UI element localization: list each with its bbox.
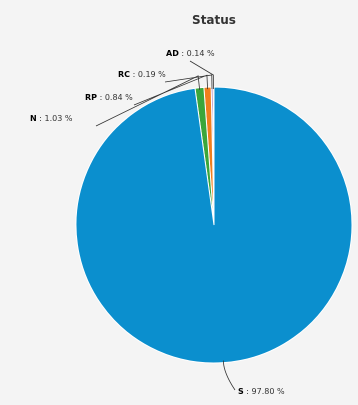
slice-label-value: : 97.80 % [244,387,285,396]
pie-labels: AD : 0.14 % RC : 0.19 % RP : 0.84 % N : 1.0… [30,49,285,396]
slice-label-name: AD [166,49,179,58]
slice-label-name: RP [85,93,97,102]
slice-label-value: : 0.19 % [130,70,166,79]
slice-label-name: RC [118,70,130,79]
slice-label-ad: AD : 0.14 % [166,49,215,58]
leader-line-s [222,360,236,391]
leader-line-n [95,75,201,127]
pie-slice-s[interactable] [75,86,353,364]
slice-label-rp: RP : 0.84 % [85,93,133,102]
leader-line-rc [164,74,213,90]
slice-label-value: : 0.84 % [97,93,133,102]
slice-label-n: N : 1.03 % [30,114,73,123]
pie-slices [75,86,353,364]
leader-line-ad [189,60,214,90]
slice-label-name: N [30,114,37,123]
slice-label-name: S [238,387,244,396]
slice-label-value: : 1.03 % [37,114,73,123]
slice-label-value: : 0.14 % [179,49,215,58]
chart-title: Status [192,13,236,27]
slice-label-rc: RC : 0.19 % [118,70,166,79]
slice-label-s: S : 97.80 % [238,387,285,396]
